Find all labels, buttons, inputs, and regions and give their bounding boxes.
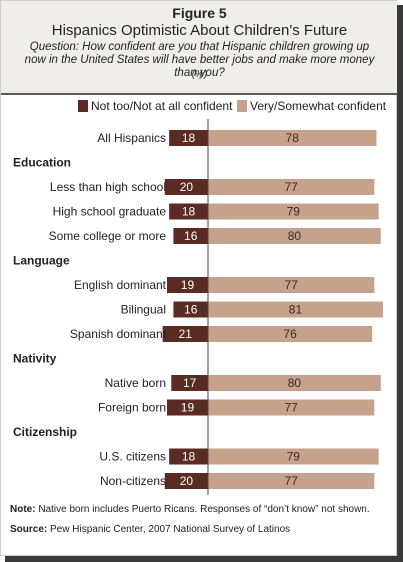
value-confident: 79 bbox=[287, 205, 301, 219]
section-heading: Nativity bbox=[13, 352, 57, 366]
drop-shadow-right bbox=[397, 5, 403, 562]
row-label: High school graduate bbox=[53, 205, 167, 219]
section-heading: Education bbox=[13, 156, 71, 170]
value-confident: 80 bbox=[288, 229, 302, 243]
row-label: Foreign born bbox=[98, 401, 166, 415]
row-label: Native born bbox=[105, 376, 166, 390]
row-label: English dominant bbox=[74, 278, 167, 292]
value-not-confident: 19 bbox=[181, 278, 195, 292]
value-not-confident: 18 bbox=[182, 205, 196, 219]
source-label: Source: bbox=[10, 524, 47, 535]
value-not-confident: 21 bbox=[179, 327, 193, 341]
row-label: Some college or more bbox=[49, 229, 167, 243]
value-confident: 77 bbox=[284, 278, 298, 292]
row-label: Less than high school bbox=[50, 180, 166, 194]
source-text: Pew Hispanic Center, 2007 National Surve… bbox=[50, 524, 290, 535]
value-confident: 79 bbox=[287, 450, 301, 464]
row-label: All Hispanics bbox=[97, 131, 166, 145]
note-text: Native born includes Puerto Ricans. Resp… bbox=[38, 504, 369, 515]
drop-shadow-bottom bbox=[5, 556, 403, 562]
value-confident: 77 bbox=[284, 180, 298, 194]
value-confident: 77 bbox=[284, 401, 298, 415]
bar-chart: All Hispanics 18 78 Education Less than high… bbox=[1, 1, 398, 501]
row-label: Bilingual bbox=[121, 303, 166, 317]
note-label: Note: bbox=[10, 504, 36, 515]
note-line: Note: Native born includes Puerto Ricans… bbox=[10, 504, 395, 516]
value-not-confident: 18 bbox=[182, 450, 196, 464]
figure-frame: Figure 5 Hispanics Optimistic About Chil… bbox=[0, 0, 397, 556]
value-not-confident: 20 bbox=[180, 180, 194, 194]
row-label: U.S. citizens bbox=[99, 450, 166, 464]
value-confident: 80 bbox=[288, 376, 302, 390]
value-not-confident: 20 bbox=[180, 474, 194, 488]
row-label: Spanish dominant bbox=[70, 327, 167, 341]
value-not-confident: 16 bbox=[184, 229, 198, 243]
value-not-confident: 17 bbox=[183, 376, 197, 390]
section-heading: Citizenship bbox=[13, 425, 77, 439]
value-confident: 76 bbox=[283, 327, 297, 341]
source-line: Source: Pew Hispanic Center, 2007 Nation… bbox=[10, 524, 395, 536]
value-confident: 77 bbox=[284, 474, 298, 488]
footnotes: Note: Native born includes Puerto Ricans… bbox=[10, 504, 395, 544]
section-heading: Language bbox=[13, 254, 70, 268]
value-confident: 81 bbox=[289, 303, 303, 317]
row-label: Non-citizens bbox=[100, 474, 166, 488]
value-confident: 78 bbox=[286, 131, 300, 145]
value-not-confident: 16 bbox=[184, 303, 198, 317]
value-not-confident: 18 bbox=[182, 131, 196, 145]
value-not-confident: 19 bbox=[181, 401, 195, 415]
